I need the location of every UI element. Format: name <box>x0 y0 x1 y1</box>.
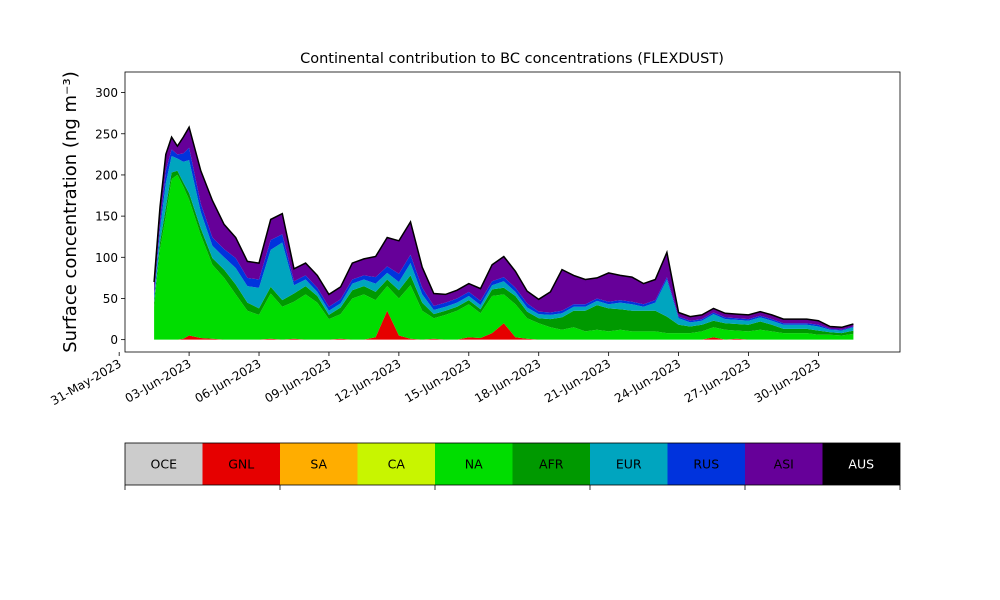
legend-swatch-sa <box>280 443 358 485</box>
legend-label-asi: ASI <box>774 457 794 472</box>
legend-label-na: NA <box>465 457 483 472</box>
plot-frame <box>124 71 901 353</box>
y-tick-label: 200 <box>95 168 118 182</box>
x-tick-label: 06-Jun-2023 <box>193 356 264 405</box>
y-tick-label: 150 <box>95 210 118 224</box>
plot-area <box>153 125 854 340</box>
y-tick-label: 250 <box>95 127 118 141</box>
legend-swatch-oce <box>125 443 203 485</box>
x-tick-label: 12-Jun-2023 <box>332 356 403 405</box>
legend-label-ca: CA <box>388 457 406 472</box>
legend-swatch-ca <box>357 443 435 485</box>
legend-swatch-afr <box>512 443 590 485</box>
y-axis: 0 50 100 150 200 250 300 <box>95 86 125 347</box>
legend-swatch-gnl <box>202 443 280 485</box>
y-tick-label: 100 <box>95 251 118 265</box>
legend-label-rus: RUS <box>693 457 719 472</box>
x-tick-label: 27-Jun-2023 <box>682 356 753 405</box>
series-area-na <box>154 174 854 340</box>
x-tick-label: 24-Jun-2023 <box>612 356 683 405</box>
x-tick-label: 09-Jun-2023 <box>262 356 333 405</box>
x-tick-label: 30-Jun-2023 <box>752 356 823 405</box>
legend-label-oce: OCE <box>151 457 178 472</box>
y-tick-label: 0 <box>110 333 118 347</box>
legend-swatch-rus <box>667 443 745 485</box>
total-outline <box>153 125 854 329</box>
x-axis: 31-May-202303-Jun-202306-Jun-202309-Jun-… <box>48 352 823 408</box>
y-tick-label: 300 <box>95 86 118 100</box>
x-tick-label: 21-Jun-2023 <box>542 356 613 405</box>
x-tick-label: 15-Jun-2023 <box>402 356 473 405</box>
legend-colorbar: OCE GNL SA CA NA AFR EUR RUS ASI AUS <box>124 442 901 490</box>
y-tick-label: 50 <box>103 292 118 306</box>
legend-label-eur: EUR <box>616 457 642 472</box>
x-tick-label: 18-Jun-2023 <box>472 356 543 405</box>
x-tick-label: 31-May-2023 <box>48 356 123 408</box>
legend-frame <box>124 442 901 486</box>
legend-label-gnl: GNL <box>228 457 254 472</box>
series-area-gnl <box>154 310 854 340</box>
legend-swatch-aus <box>822 443 900 485</box>
legend-swatch-asi <box>745 443 823 485</box>
legend-label-sa: SA <box>310 457 327 472</box>
legend-label-afr: AFR <box>539 457 564 472</box>
chart-title: Continental contribution to BC concentra… <box>300 51 724 67</box>
legend-swatch-na <box>435 443 513 485</box>
legend-label-aus: AUS <box>848 457 874 472</box>
x-tick-label: 03-Jun-2023 <box>123 356 194 405</box>
y-axis-label: Surface concentration (ng m⁻³) <box>60 71 81 353</box>
legend-swatch-eur <box>590 443 668 485</box>
